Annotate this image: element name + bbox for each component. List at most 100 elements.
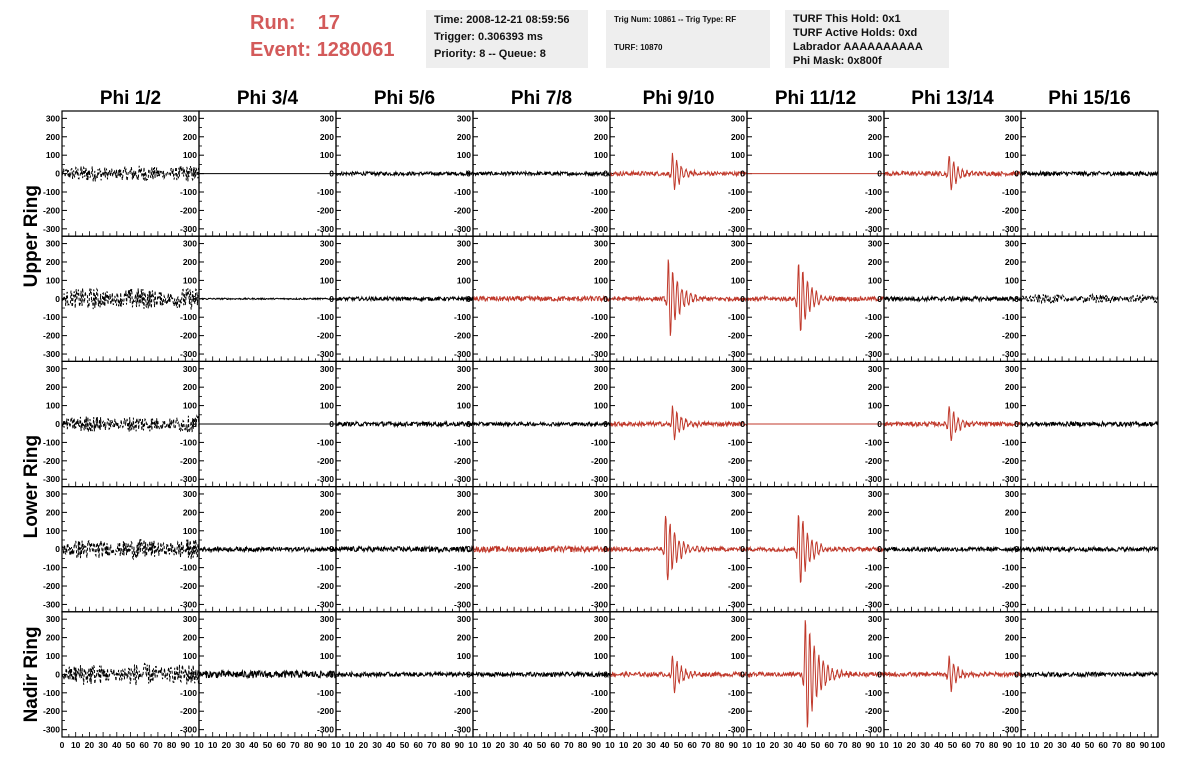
y-tick-label: 0 <box>740 169 745 179</box>
waveform-panel: -300 -200 -100 0 100 200 300 <box>180 110 337 237</box>
y-tick-label: 0 <box>55 544 60 554</box>
y-tick-label: -100 <box>454 187 471 197</box>
x-tick-label: 10 <box>194 740 204 750</box>
y-tick-label: -200 <box>454 205 471 215</box>
waveform-panel: -300 -200 -100 0 100 200 300 <box>865 611 1022 738</box>
y-tick-label: 100 <box>594 526 608 536</box>
y-tick-label: -300 <box>43 349 60 359</box>
y-tick-label: 200 <box>457 633 471 643</box>
y-tick-label: 100 <box>183 401 197 411</box>
y-tick-label: 300 <box>46 489 60 499</box>
waveform-panel: -300 -200 -100 0 100 200 300 <box>317 110 474 237</box>
y-tick-label: -300 <box>1002 599 1019 609</box>
waveform-trace <box>609 259 748 336</box>
y-tick-label: -200 <box>591 331 608 341</box>
y-tick-label: 0 <box>877 544 882 554</box>
x-tick-label: 70 <box>290 740 300 750</box>
waveform-panel: -300 -200 -100 0 100 200 300 <box>1002 611 1159 738</box>
waveform-panel: -300 -200 -100 0 100 200 300 <box>728 110 885 237</box>
turf-num-line: TURF: 10870 <box>614 43 663 52</box>
y-tick-label: -100 <box>317 563 334 573</box>
x-tick-label: 70 <box>838 740 848 750</box>
y-tick-label: 0 <box>55 669 60 679</box>
x-tick-label: 20 <box>496 740 506 750</box>
y-tick-label: 100 <box>868 401 882 411</box>
y-tick-label: -100 <box>317 312 334 322</box>
waveform-panel: -300 -200 -100 0 100 200 300 <box>317 360 474 488</box>
y-tick-label: -200 <box>454 581 471 591</box>
y-tick-label: 0 <box>877 419 882 429</box>
y-tick-label: -300 <box>728 349 745 359</box>
column-title: Phi 9/10 <box>643 88 715 109</box>
y-tick-label: -100 <box>591 187 608 197</box>
y-tick-label: 300 <box>868 239 882 249</box>
y-tick-label: 100 <box>46 401 60 411</box>
x-tick-label: 100 <box>1151 740 1165 750</box>
y-tick-label: 0 <box>55 294 60 304</box>
trigger-time-line: Trigger: 0.306393 ms <box>434 31 543 43</box>
x-tick-label: 20 <box>85 740 95 750</box>
x-tick-label: 90 <box>1003 740 1013 750</box>
y-tick-label: 300 <box>868 489 882 499</box>
y-tick-label: -200 <box>1002 706 1019 716</box>
waveform-trace <box>198 545 337 554</box>
waveform-trace <box>335 170 474 178</box>
x-tick-label: 80 <box>167 740 177 750</box>
x-tick-label: 60 <box>1098 740 1108 750</box>
y-tick-label: -300 <box>454 349 471 359</box>
waveform-panel: -300 -200 -100 0 100 200 300 <box>1002 360 1159 488</box>
y-tick-label: -300 <box>454 474 471 484</box>
y-tick-label: -100 <box>865 688 882 698</box>
y-tick-label: 0 <box>603 419 608 429</box>
waveform-trace <box>883 655 1022 693</box>
y-tick-label: 200 <box>1005 257 1019 267</box>
y-tick-label: 0 <box>1014 544 1019 554</box>
y-tick-label: 200 <box>594 507 608 517</box>
y-tick-label: -300 <box>43 599 60 609</box>
y-tick-label: 100 <box>594 275 608 285</box>
y-tick-label: 0 <box>466 544 471 554</box>
x-tick-label: 70 <box>427 740 437 750</box>
x-tick-label: 60 <box>276 740 286 750</box>
y-tick-label: 300 <box>731 614 745 624</box>
x-tick-label: 50 <box>400 740 410 750</box>
x-tick-label: 50 <box>1085 740 1095 750</box>
column-title: Phi 1/2 <box>100 88 161 109</box>
y-tick-label: 300 <box>594 113 608 123</box>
waveform-trace <box>609 152 748 190</box>
x-tick-label: 30 <box>235 740 245 750</box>
x-tick-label: 10 <box>482 740 492 750</box>
waveform-panel: -300 -200 -100 0 100 200 300 <box>43 360 200 488</box>
waveform-trace <box>883 294 1022 303</box>
y-tick-label: 200 <box>457 382 471 392</box>
y-tick-label: 100 <box>183 526 197 536</box>
y-tick-label: -100 <box>454 688 471 698</box>
y-tick-label: 0 <box>603 294 608 304</box>
y-tick-label: -200 <box>454 331 471 341</box>
y-tick-label: 300 <box>457 364 471 374</box>
y-tick-label: 300 <box>731 489 745 499</box>
y-tick-label: 0 <box>192 294 197 304</box>
y-tick-label: -200 <box>180 456 197 466</box>
x-tick-label: 70 <box>564 740 574 750</box>
y-tick-label: 300 <box>183 489 197 499</box>
y-tick-label: 0 <box>877 669 882 679</box>
y-tick-label: 0 <box>329 419 334 429</box>
x-tick-label: 90 <box>181 740 191 750</box>
waveform-panel: -300 -200 -100 0 100 200 300 <box>865 235 1022 362</box>
y-tick-label: -300 <box>591 474 608 484</box>
trigger-info-panel: Trig Num: 10861 -- Trig Type: RF TURF: 1… <box>606 10 770 68</box>
y-tick-label: -200 <box>591 706 608 716</box>
y-tick-label: -200 <box>728 205 745 215</box>
y-tick-label: 100 <box>1005 401 1019 411</box>
waveform-trace <box>198 296 337 301</box>
y-tick-label: -100 <box>317 437 334 447</box>
waveform-panel: -300 -200 -100 0 100 200 300 <box>865 110 1022 237</box>
y-tick-label: -300 <box>865 224 882 234</box>
y-tick-label: -200 <box>43 331 60 341</box>
y-tick-label: -300 <box>591 349 608 359</box>
row-label: Nadir Ring <box>21 626 42 722</box>
waveform-panel: -300 -200 -100 0 100 200 300 <box>317 611 474 738</box>
y-tick-label: 0 <box>192 419 197 429</box>
waveform-panel: -300 -200 -100 0 100 200 300 <box>728 235 885 362</box>
